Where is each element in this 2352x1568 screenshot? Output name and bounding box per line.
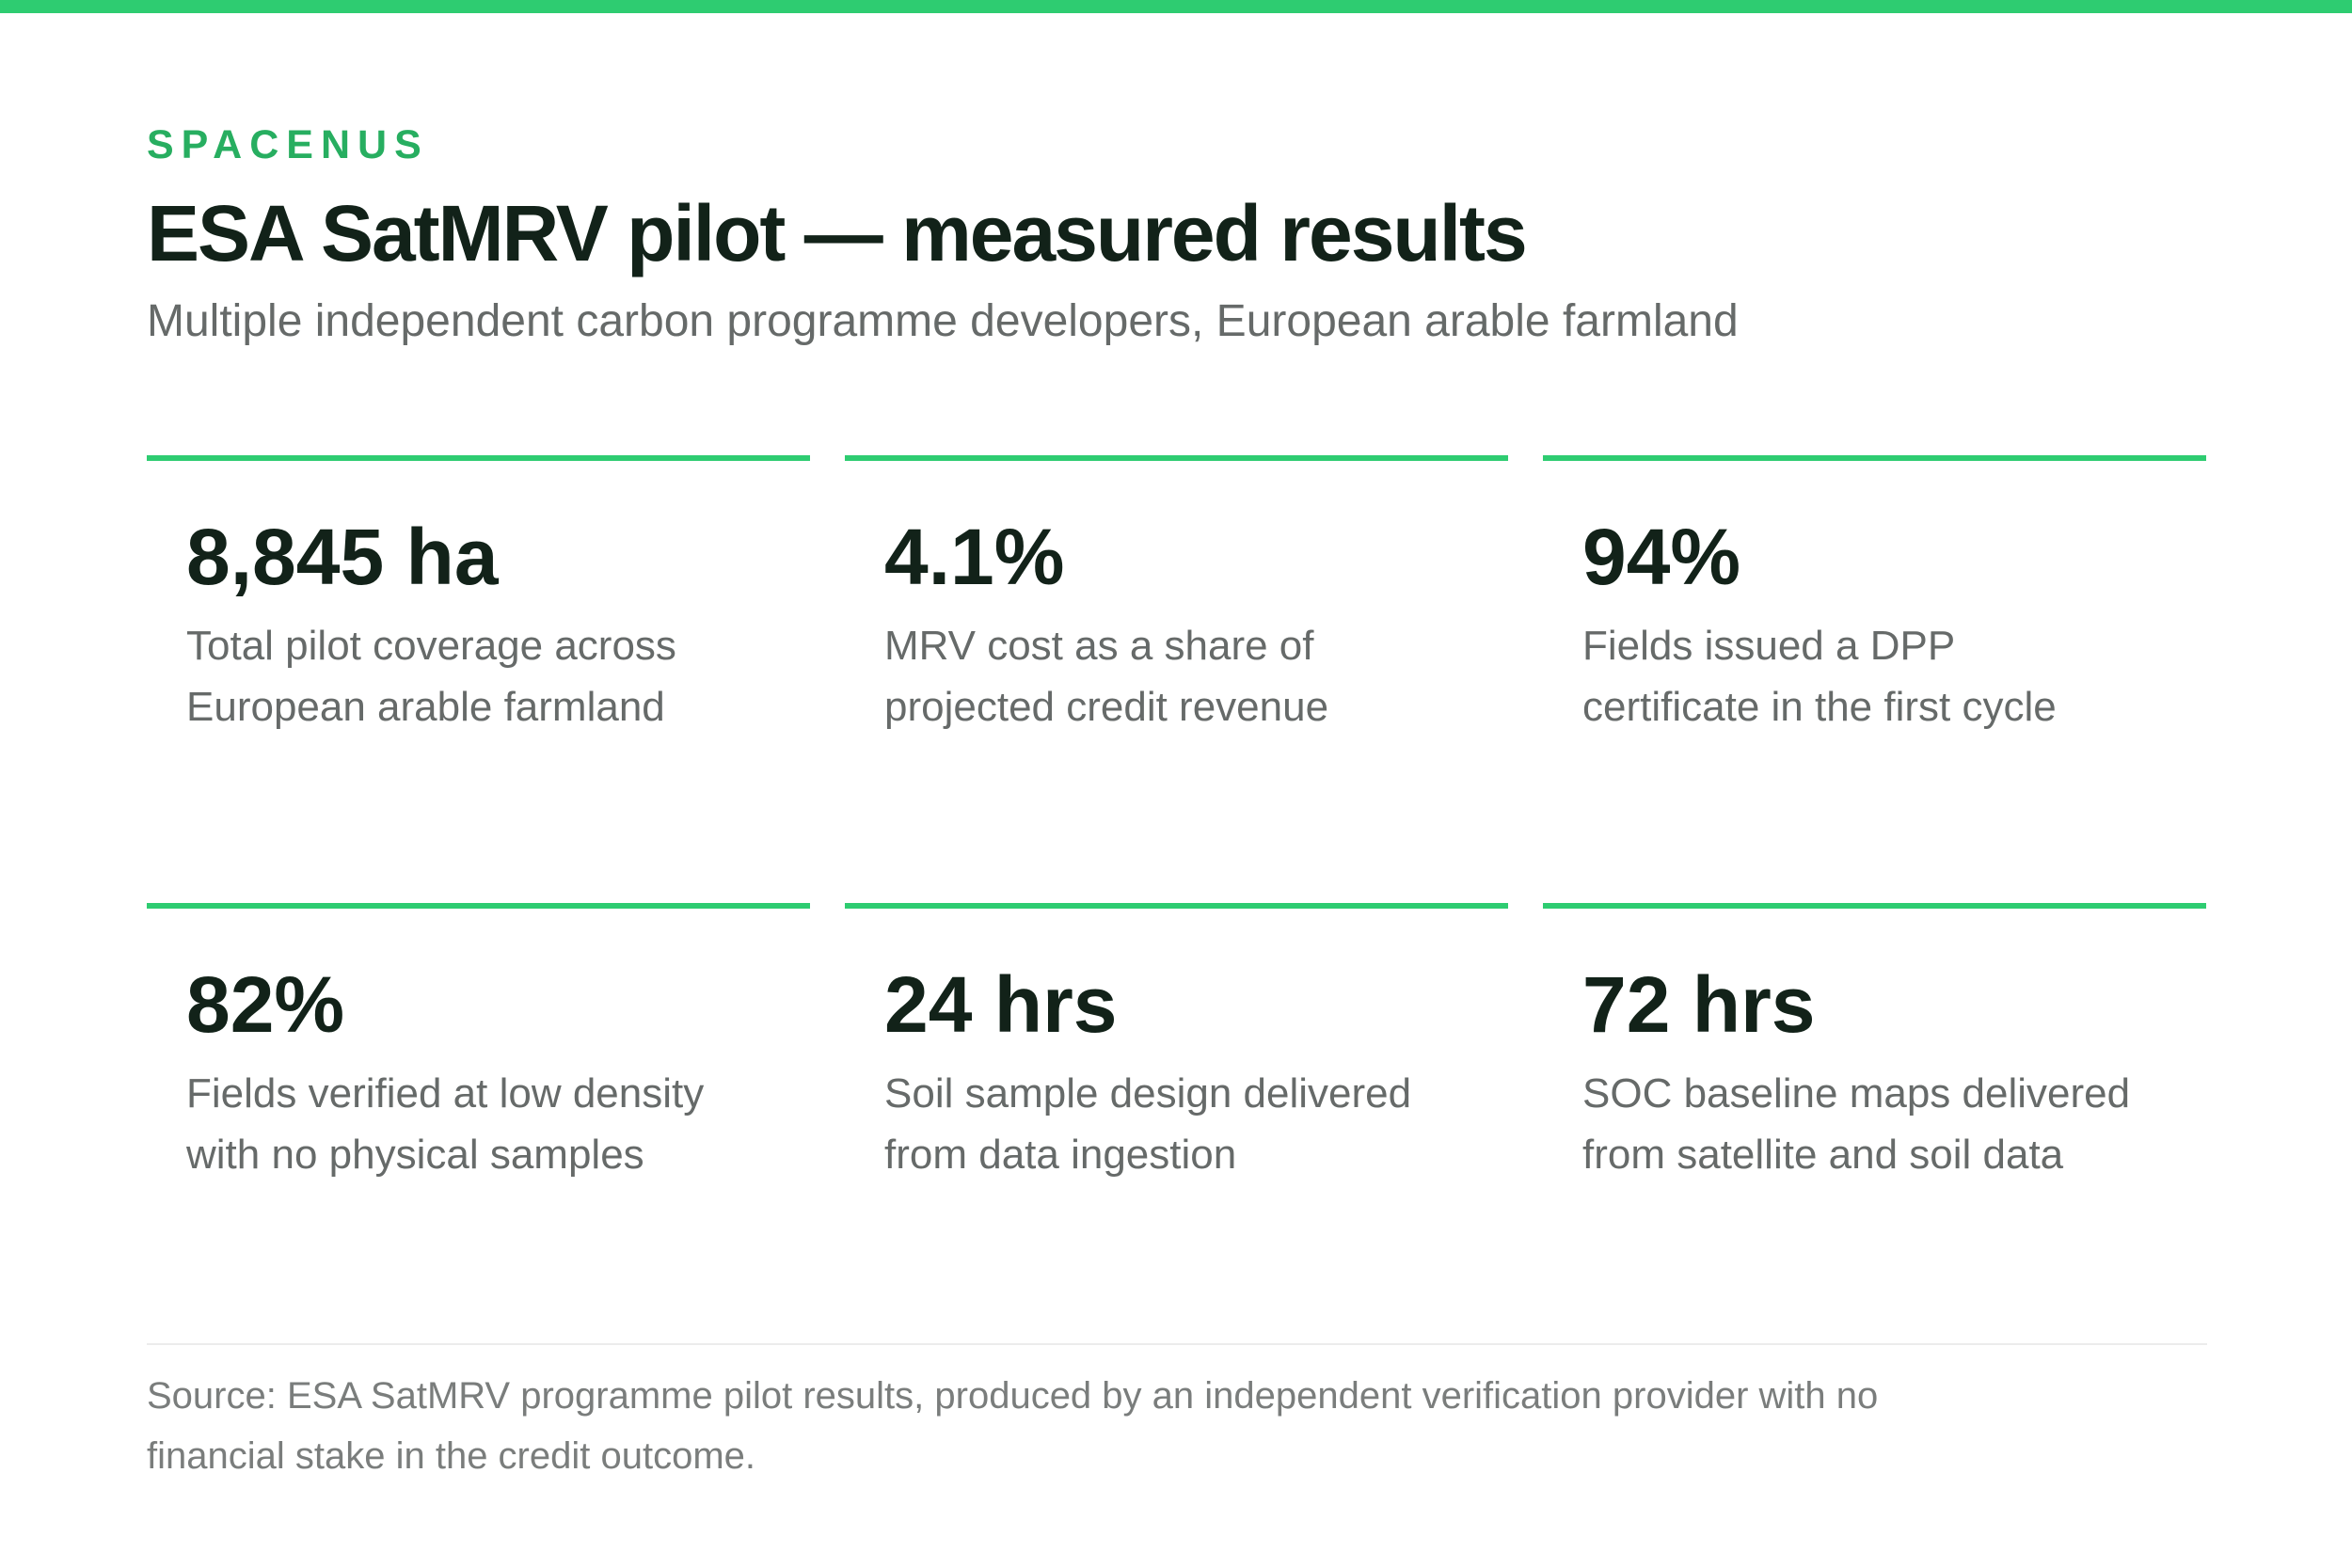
stat-description-line: with no physical samples — [186, 1132, 644, 1178]
stat-card-sample-design: 24 hrs Soil sample design delivered from… — [845, 903, 1508, 1185]
page-subtitle: Multiple independent carbon programme de… — [147, 296, 1739, 346]
stat-card-low-density: 82% Fields verified at low density with … — [147, 903, 810, 1185]
stat-description: SOC baseline maps delivered from satelli… — [1582, 1063, 2185, 1185]
stat-description: Fields issued a DPP certificate in the f… — [1582, 615, 2185, 737]
stat-description-line: European arable farmland — [186, 684, 665, 730]
stat-value: 94% — [1582, 513, 1741, 601]
stat-description: Total pilot coverage across European ara… — [186, 615, 788, 737]
stat-description-line: from data ingestion — [884, 1132, 1237, 1178]
stat-description: Soil sample design delivered from data i… — [884, 1063, 1486, 1185]
stat-card-soc-baseline: 72 hrs SOC baseline maps delivered from … — [1543, 903, 2206, 1185]
stat-value: 4.1% — [884, 513, 1065, 601]
stat-description-line: Soil sample design delivered — [884, 1070, 1412, 1117]
stat-value: 24 hrs — [884, 960, 1118, 1049]
footer-divider — [147, 1343, 2207, 1345]
top-accent-bar — [0, 0, 2352, 13]
stat-description-line: MRV cost as a share of — [884, 623, 1314, 669]
brand-name: SPACENUS — [147, 122, 429, 167]
stat-description-line: from satellite and soil data — [1582, 1132, 2064, 1178]
stat-description-line: Fields verified at low density — [186, 1070, 705, 1117]
stat-card-coverage: 8,845 ha Total pilot coverage across Eur… — [147, 455, 810, 737]
stat-description: Fields verified at low density with no p… — [186, 1063, 788, 1185]
stat-card-dpp-certificate: 94% Fields issued a DPP certificate in t… — [1543, 455, 2206, 737]
source-note-line: financial stake in the credit outcome. — [147, 1435, 756, 1477]
stat-description-line: Total pilot coverage across — [186, 623, 676, 669]
stat-value: 72 hrs — [1582, 960, 1816, 1049]
source-note-line: Source: ESA SatMRV programme pilot resul… — [147, 1375, 1879, 1417]
stat-card-mrv-cost: 4.1% MRV cost as a share of projected cr… — [845, 455, 1508, 737]
stat-value: 82% — [186, 960, 345, 1049]
page-title: ESA SatMRV pilot — measured results — [147, 189, 1528, 277]
stat-value: 8,845 ha — [186, 513, 499, 601]
stat-description-line: SOC baseline maps delivered — [1582, 1070, 2131, 1117]
stat-description: MRV cost as a share of projected credit … — [884, 615, 1486, 737]
stat-description-line: certificate in the first cycle — [1582, 684, 2057, 730]
stat-description-line: projected credit revenue — [884, 684, 1329, 730]
source-note: Source: ESA SatMRV programme pilot resul… — [147, 1366, 2207, 1486]
stat-description-line: Fields issued a DPP — [1582, 623, 1956, 669]
